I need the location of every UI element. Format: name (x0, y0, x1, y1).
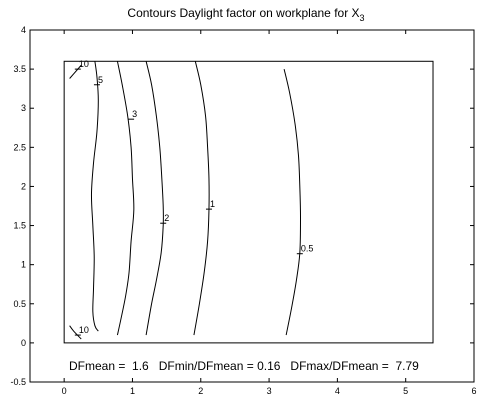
y-tick-label-5: 2 (21, 181, 26, 191)
contour-line-5 (283, 68, 301, 336)
x-tick-label-1: 1 (130, 386, 135, 396)
x-tick-label-5: 5 (403, 386, 408, 396)
contours: 10 5 3 2 1 0.5 10 (69, 59, 314, 340)
contour-label-2: 3 (132, 109, 137, 119)
x-axis: 0 1 2 3 4 5 6 (62, 30, 477, 396)
chart-title-main: Contours Daylight factor on workplane fo… (127, 6, 359, 20)
chart-title-subscript: 3 (360, 13, 365, 23)
y-tick-label-3: 1 (21, 260, 26, 270)
y-tick-label-2: 0.5 (13, 299, 26, 309)
contour-line-1 (90, 61, 99, 332)
contour-line-6 (69, 325, 82, 340)
x-tick-label-3: 3 (267, 386, 272, 396)
y-tick-label-4: 1.5 (13, 221, 26, 231)
contour-label-0: 10 (79, 59, 89, 69)
contour-line-3 (145, 61, 164, 336)
contour-label-6: 10 (79, 325, 89, 335)
chart-title: Contours Daylight factor on workplane fo… (127, 6, 364, 23)
contour-label-4: 1 (210, 199, 215, 209)
y-tick-label-1: 0 (21, 338, 26, 348)
contour-label-3: 2 (164, 213, 169, 223)
plot-frame (29, 29, 475, 383)
df-summary: DFmean = 1.6 DFmin/DFmean = 0.16 DFmax/D… (69, 359, 419, 373)
x-tick-label-0: 0 (62, 386, 67, 396)
y-tick-label-8: 3.5 (13, 64, 26, 74)
contour-label-5: 0.5 (301, 244, 314, 254)
x-tick-label-6: 6 (471, 386, 476, 396)
x-tick-label-4: 4 (335, 386, 340, 396)
room-outline (63, 60, 434, 344)
y-tick-label-7: 3 (21, 103, 26, 113)
x-tick-label-2: 2 (198, 386, 203, 396)
contour-line-2 (116, 61, 135, 336)
y-tick-label-6: 2.5 (13, 142, 26, 152)
contour-line-4 (193, 61, 210, 336)
y-tick-label-9: 4 (21, 25, 26, 35)
contour-label-1: 5 (98, 75, 103, 85)
y-tick-label-0: -0.5 (10, 377, 26, 387)
y-axis: -0.5 0 0.5 1 1.5 2 2.5 3 3.5 4 (10, 25, 474, 387)
